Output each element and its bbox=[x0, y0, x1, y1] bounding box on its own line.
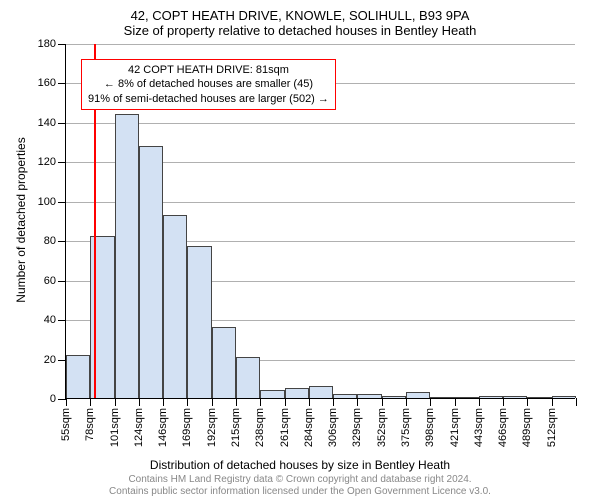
x-tick bbox=[430, 398, 431, 406]
histogram-bar bbox=[382, 396, 406, 398]
x-tick-label: 124sqm bbox=[133, 408, 145, 447]
y-axis-title: Number of detached properties bbox=[14, 137, 28, 302]
x-tick-label: 489sqm bbox=[521, 408, 533, 447]
y-tick-label: 180 bbox=[38, 38, 56, 50]
x-tick bbox=[236, 398, 237, 406]
x-tick-label: 398sqm bbox=[424, 408, 436, 447]
histogram-bar bbox=[139, 146, 163, 398]
plot-area: 02040608010012014016018055sqm78sqm101sqm… bbox=[65, 44, 575, 399]
x-axis-title: Distribution of detached houses by size … bbox=[0, 458, 600, 472]
y-tick bbox=[58, 399, 66, 400]
histogram-bar bbox=[285, 388, 309, 398]
x-tick-label: 238sqm bbox=[254, 408, 266, 447]
y-tick bbox=[58, 281, 66, 282]
x-tick bbox=[163, 398, 164, 406]
x-tick bbox=[455, 398, 456, 406]
histogram-bar bbox=[357, 394, 381, 398]
x-tick bbox=[382, 398, 383, 406]
y-tick bbox=[58, 123, 66, 124]
x-tick bbox=[115, 398, 116, 406]
x-tick-label: 284sqm bbox=[303, 408, 315, 447]
info-box: 42 COPT HEATH DRIVE: 81sqm← 8% of detach… bbox=[81, 59, 336, 110]
histogram-bar bbox=[236, 357, 260, 398]
histogram-bar bbox=[260, 390, 284, 398]
x-tick-label: 169sqm bbox=[181, 408, 193, 447]
x-tick bbox=[406, 398, 407, 406]
x-tick bbox=[333, 398, 334, 406]
histogram-bar bbox=[187, 246, 211, 398]
histogram-bar bbox=[479, 396, 503, 398]
x-tick bbox=[357, 398, 358, 406]
y-tick bbox=[58, 241, 66, 242]
histogram-bar bbox=[212, 327, 236, 398]
histogram-bar bbox=[333, 394, 357, 398]
x-tick bbox=[90, 398, 91, 406]
x-tick-label: 329sqm bbox=[351, 408, 363, 447]
histogram-bar bbox=[163, 215, 187, 398]
x-tick bbox=[212, 398, 213, 406]
chart-title-sub: Size of property relative to detached ho… bbox=[0, 23, 600, 42]
x-tick-label: 421sqm bbox=[449, 408, 461, 447]
x-tick-label: 192sqm bbox=[206, 408, 218, 447]
histogram-bar bbox=[552, 396, 576, 398]
y-tick bbox=[58, 360, 66, 361]
footnote-line1: Contains HM Land Registry data © Crown c… bbox=[0, 474, 600, 486]
y-tick-label: 60 bbox=[44, 275, 56, 287]
y-tick-label: 120 bbox=[38, 156, 56, 168]
x-tick-label: 512sqm bbox=[546, 408, 558, 447]
footnote-line2: Contains public sector information licen… bbox=[0, 486, 600, 498]
x-tick-label: 78sqm bbox=[84, 408, 96, 441]
info-box-line: ← 8% of detached houses are smaller (45) bbox=[88, 77, 329, 91]
chart-title-main: 42, COPT HEATH DRIVE, KNOWLE, SOLIHULL, … bbox=[0, 0, 600, 23]
x-tick bbox=[139, 398, 140, 406]
y-tick-label: 140 bbox=[38, 117, 56, 129]
x-tick-label: 261sqm bbox=[279, 408, 291, 447]
chart-area: 02040608010012014016018055sqm78sqm101sqm… bbox=[65, 44, 575, 399]
x-tick-label: 146sqm bbox=[157, 408, 169, 447]
histogram-bar bbox=[115, 114, 139, 398]
y-tick-label: 100 bbox=[38, 196, 56, 208]
y-tick bbox=[58, 202, 66, 203]
footnote: Contains HM Land Registry data © Crown c… bbox=[0, 474, 600, 498]
x-tick bbox=[285, 398, 286, 406]
histogram-bar bbox=[455, 397, 479, 398]
x-tick bbox=[260, 398, 261, 406]
x-tick-label: 55sqm bbox=[60, 408, 72, 441]
x-tick bbox=[309, 398, 310, 406]
x-tick bbox=[552, 398, 553, 406]
info-box-line: 91% of semi-detached houses are larger (… bbox=[88, 92, 329, 106]
info-box-line: 42 COPT HEATH DRIVE: 81sqm bbox=[88, 63, 329, 77]
x-tick bbox=[187, 398, 188, 406]
y-tick-label: 20 bbox=[44, 354, 56, 366]
gridline bbox=[66, 123, 575, 124]
x-tick-label: 215sqm bbox=[230, 408, 242, 447]
x-tick bbox=[479, 398, 480, 406]
x-tick bbox=[66, 398, 67, 406]
y-tick-label: 160 bbox=[38, 77, 56, 89]
x-tick bbox=[527, 398, 528, 406]
x-tick-label: 466sqm bbox=[497, 408, 509, 447]
histogram-bar bbox=[406, 392, 430, 398]
x-tick-label: 352sqm bbox=[376, 408, 388, 447]
histogram-bar bbox=[66, 355, 90, 398]
y-tick-label: 80 bbox=[44, 235, 56, 247]
histogram-bar bbox=[309, 386, 333, 398]
y-tick bbox=[58, 320, 66, 321]
histogram-bar bbox=[503, 396, 527, 398]
y-tick bbox=[58, 83, 66, 84]
x-tick-label: 375sqm bbox=[400, 408, 412, 447]
x-tick-label: 443sqm bbox=[473, 408, 485, 447]
histogram-bar bbox=[527, 397, 551, 398]
y-tick bbox=[58, 44, 66, 45]
x-tick bbox=[503, 398, 504, 406]
y-tick bbox=[58, 162, 66, 163]
x-tick-label: 101sqm bbox=[109, 408, 121, 447]
histogram-bar bbox=[430, 397, 454, 398]
x-tick-label: 306sqm bbox=[327, 408, 339, 447]
y-tick-label: 0 bbox=[50, 393, 56, 405]
x-tick bbox=[576, 398, 577, 406]
gridline bbox=[66, 44, 575, 45]
y-tick-label: 40 bbox=[44, 314, 56, 326]
